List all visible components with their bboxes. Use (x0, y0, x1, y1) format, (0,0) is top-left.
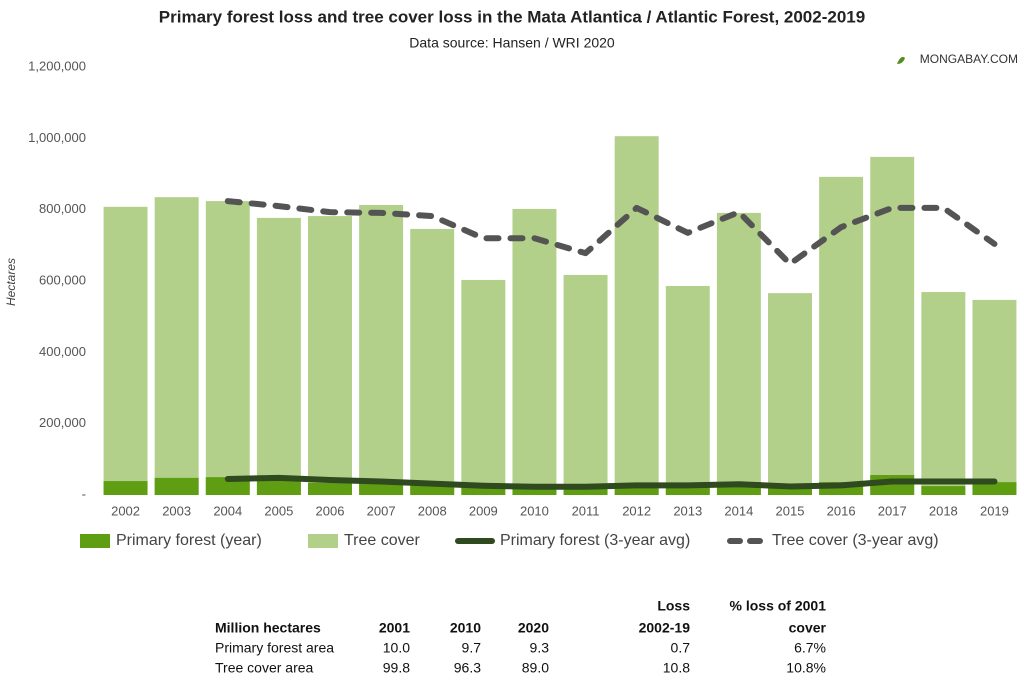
x-tick-label: 2010 (520, 503, 549, 518)
bar (308, 216, 352, 495)
bar (665, 285, 710, 495)
legend-label: Tree cover (3-year avg) (772, 532, 939, 549)
table-cell: 10.8% (786, 660, 826, 676)
bar (512, 208, 557, 495)
x-tick-label: 2014 (724, 503, 753, 518)
bar (410, 485, 455, 495)
x-tick-label: 2013 (673, 503, 702, 518)
table-cell: Primary forest area (215, 640, 334, 656)
bar (716, 212, 761, 496)
bar (614, 483, 659, 495)
x-tick-label: 2007 (367, 503, 396, 518)
bar (256, 217, 301, 495)
bar (308, 482, 352, 495)
table-cell: Tree cover area (215, 660, 314, 676)
y-tick-label: 600,000 (39, 272, 86, 287)
x-tick-label: 2004 (213, 503, 242, 518)
watermark-icon (897, 56, 905, 64)
legend-label: Primary forest (year) (116, 532, 262, 549)
bar (154, 477, 199, 495)
table-cell: 10.8 (663, 660, 690, 676)
legend-swatch (308, 534, 338, 548)
x-tick-label: 2012 (622, 503, 651, 518)
x-tick-label: 2005 (264, 503, 293, 518)
bar (512, 487, 557, 495)
y-tick-label: 800,000 (39, 201, 86, 216)
x-tick-label: 2016 (827, 503, 856, 518)
table-cell: 6.7% (794, 640, 826, 656)
x-tick-label: 2008 (418, 503, 447, 518)
x-tick-label: 2019 (980, 503, 1009, 518)
bar (461, 279, 506, 495)
chart-title: Primary forest loss and tree cover loss … (159, 7, 865, 26)
x-tick-label: 2003 (162, 503, 191, 518)
bar (921, 292, 966, 495)
y-tick-label: 400,000 (39, 344, 86, 359)
legend-label: Primary forest (3-year avg) (500, 532, 690, 549)
bar (665, 485, 710, 495)
y-tick-label: 200,000 (39, 415, 86, 430)
table-cell: 0.7 (671, 640, 691, 656)
legend-label: Tree cover (344, 532, 421, 549)
y-axis-label: Hectares (4, 258, 18, 306)
table-header: 2020 (518, 620, 549, 636)
bar (972, 482, 1017, 495)
table-cell: 10.0 (383, 640, 410, 656)
bar (205, 201, 250, 495)
table-cell: 89.0 (522, 660, 549, 676)
x-tick-label: 2018 (929, 503, 958, 518)
y-tick-label: 1,000,000 (28, 130, 86, 145)
x-tick-label: 2017 (878, 503, 907, 518)
chart-subtitle: Data source: Hansen / WRI 2020 (409, 35, 615, 51)
x-tick-label: 2011 (572, 503, 600, 518)
x-tick-label: 2002 (111, 503, 140, 518)
x-tick-label: 2009 (469, 503, 498, 518)
x-tick-label: 2015 (776, 503, 805, 518)
legend-swatch (80, 534, 110, 548)
table-header: 2002-19 (639, 620, 691, 636)
table-cell: 9.7 (462, 640, 482, 656)
bar (768, 487, 812, 495)
bar (154, 197, 199, 495)
line-series (224, 474, 998, 490)
bar (359, 482, 404, 495)
y-tick-label: 1,200,000 (28, 58, 86, 73)
bar (563, 486, 608, 495)
table-header: Loss (657, 598, 690, 614)
bar (972, 299, 1017, 495)
bar (103, 481, 148, 495)
table-cell: 9.3 (530, 640, 550, 656)
bar (768, 293, 812, 495)
bar (614, 136, 659, 495)
bar (461, 487, 506, 495)
bar (359, 205, 404, 495)
table-cell: 99.8 (383, 660, 410, 676)
table-header: Million hectares (215, 620, 321, 636)
table-header: 2010 (450, 620, 481, 636)
bar (410, 228, 455, 495)
bar (921, 486, 966, 495)
table-header: % loss of 2001 (730, 598, 827, 614)
y-tick-label: - (82, 486, 86, 501)
table-header: cover (789, 620, 827, 636)
watermark: MONGABAY.COM (920, 52, 1018, 66)
table-cell: 96.3 (454, 660, 481, 676)
x-tick-label: 2006 (316, 503, 345, 518)
bar (103, 206, 148, 495)
bar (256, 480, 301, 495)
table-header: 2001 (379, 620, 410, 636)
bar (563, 274, 608, 495)
line-series (224, 198, 998, 267)
